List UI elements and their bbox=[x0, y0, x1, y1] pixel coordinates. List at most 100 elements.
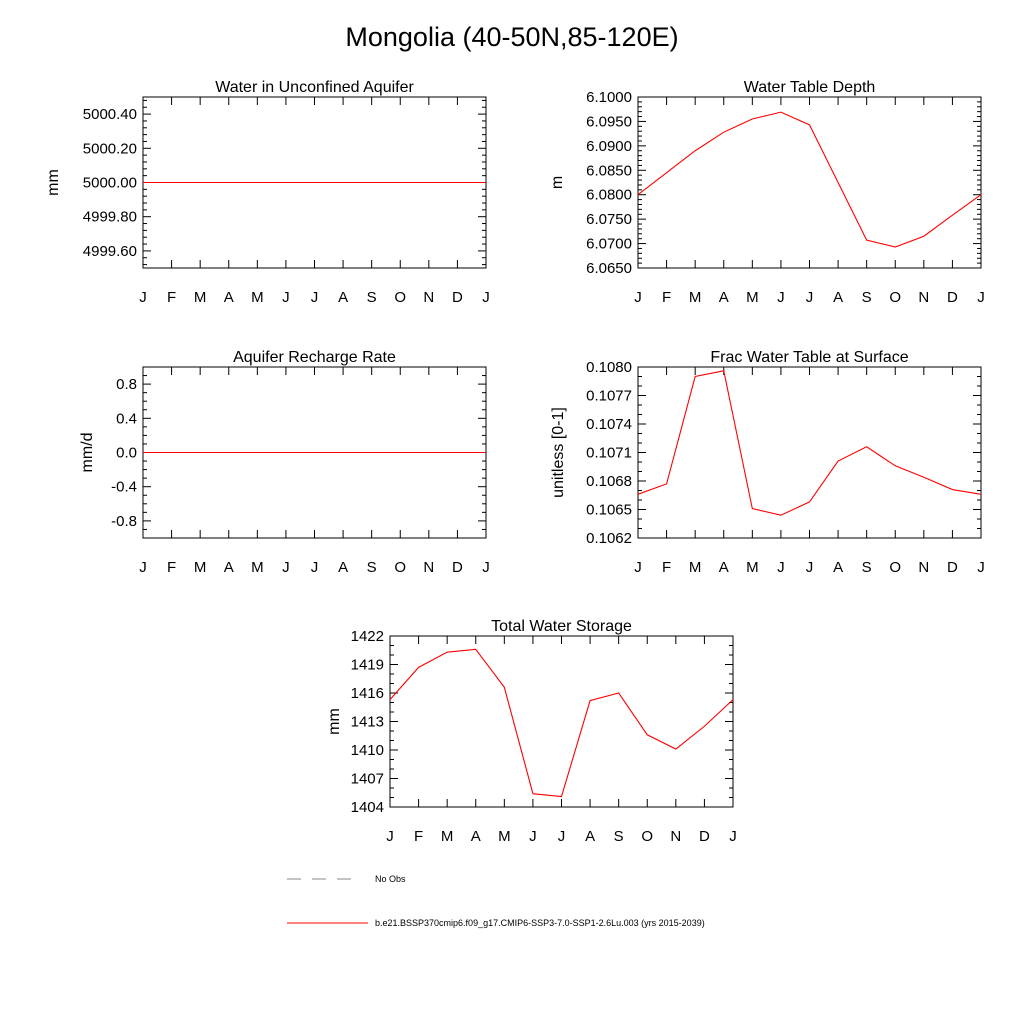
x-tick-label: J bbox=[634, 559, 642, 576]
chart-recharge-rate: Aquifer Recharge Rate mm/d -0.8 -0.4 0.0 0.4 0… bbox=[79, 349, 490, 576]
x-tick-label: J bbox=[806, 289, 814, 306]
figure-title: Mongolia (40-50N,85-120E) bbox=[345, 22, 679, 52]
x-tick-label: F bbox=[167, 559, 176, 576]
chart-aquifer-water: Water in Unconfined Aquifer mm 4999.60 4999… bbox=[45, 79, 490, 306]
chart-title: Frac Water Table at Surface bbox=[710, 349, 908, 366]
x-tick-label: M bbox=[746, 289, 759, 306]
y-tick-label: 5000.00 bbox=[83, 175, 137, 192]
x-tick-label: M bbox=[194, 289, 207, 306]
x-tick-label: D bbox=[452, 289, 463, 306]
x-tick-label: S bbox=[862, 289, 872, 306]
x-tick-label: A bbox=[833, 559, 843, 576]
x-tick-label: J bbox=[386, 828, 394, 845]
y-tick-label: 6.0650 bbox=[586, 260, 632, 277]
chart-total-water-storage: Total Water Storage mm 1404 1407 1410 1413 141… bbox=[326, 618, 737, 845]
x-tick-label: J bbox=[977, 289, 985, 306]
x-tick-label: N bbox=[423, 559, 434, 576]
x-tick-label: A bbox=[471, 828, 481, 845]
y-tick-label: 6.0950 bbox=[586, 113, 632, 130]
x-tick-label: D bbox=[452, 559, 463, 576]
x-tick-label: O bbox=[394, 289, 406, 306]
x-tick-label: A bbox=[719, 289, 729, 306]
chart-title: Aquifer Recharge Rate bbox=[233, 349, 396, 366]
x-tick-label: J bbox=[482, 559, 490, 576]
x-tick-label: J bbox=[139, 289, 147, 306]
x-tick-label: D bbox=[947, 289, 958, 306]
x-tick-label: M bbox=[251, 559, 264, 576]
y-tick-label: 0.1062 bbox=[586, 530, 632, 547]
x-tick-label: O bbox=[889, 289, 901, 306]
y-tick-label: 6.0750 bbox=[586, 211, 632, 228]
y-tick-label: 6.0850 bbox=[586, 162, 632, 179]
plot-frame bbox=[637, 96, 982, 269]
x-tick-label: J bbox=[139, 559, 147, 576]
y-tick-label: 5000.20 bbox=[83, 140, 137, 157]
x-tick-label: M bbox=[689, 289, 702, 306]
x-tick-label: N bbox=[918, 559, 929, 576]
x-tick-label: D bbox=[947, 559, 958, 576]
x-tick-label: A bbox=[719, 559, 729, 576]
x-tick-label: M bbox=[441, 828, 454, 845]
x-tick-label: N bbox=[423, 289, 434, 306]
chart-title: Total Water Storage bbox=[491, 618, 632, 635]
x-tick-label: O bbox=[889, 559, 901, 576]
x-tick-label: A bbox=[585, 828, 595, 845]
x-tick-label: S bbox=[367, 559, 377, 576]
plot-frame bbox=[637, 366, 982, 539]
y-tick-label: 0.1068 bbox=[586, 473, 632, 490]
y-axis-label: m bbox=[549, 176, 566, 189]
x-tick-label: J bbox=[282, 289, 290, 306]
x-tick-label: J bbox=[634, 289, 642, 306]
x-tick-label: M bbox=[194, 559, 207, 576]
x-tick-label: J bbox=[777, 289, 785, 306]
chart-title: Water Table Depth bbox=[744, 79, 876, 96]
x-tick-label: M bbox=[498, 828, 511, 845]
chart-water-table-depth: Water Table Depth m 6.0650 6.0700 6.0750 6.08… bbox=[549, 79, 985, 306]
x-tick-label: J bbox=[311, 289, 319, 306]
y-tick-label: 0.1071 bbox=[586, 445, 632, 462]
x-tick-label: S bbox=[862, 559, 872, 576]
x-tick-label: A bbox=[338, 559, 348, 576]
x-tick-label: F bbox=[662, 289, 671, 306]
legend-model-label: b.e21.BSSP370cmip6.f09_g17.CMIP6-SSP3-7.… bbox=[375, 918, 705, 928]
x-tick-label: O bbox=[641, 828, 653, 845]
x-tick-label: J bbox=[558, 828, 566, 845]
x-tick-label: N bbox=[918, 289, 929, 306]
y-tick-label: 1413 bbox=[351, 714, 384, 731]
chart-title: Water in Unconfined Aquifer bbox=[215, 79, 414, 96]
y-tick-label: 0.1074 bbox=[586, 416, 632, 433]
y-tick-label: 4999.60 bbox=[83, 243, 137, 260]
y-tick-label: 6.0800 bbox=[586, 187, 632, 204]
legend-obs-label: No Obs bbox=[375, 874, 406, 884]
series-line bbox=[389, 648, 734, 798]
y-axis-label: mm bbox=[45, 169, 62, 196]
x-tick-label: F bbox=[662, 559, 671, 576]
x-tick-label: A bbox=[224, 559, 234, 576]
y-tick-label: 0.0 bbox=[116, 445, 137, 462]
x-tick-label: M bbox=[689, 559, 702, 576]
x-tick-label: A bbox=[224, 289, 234, 306]
x-tick-label: A bbox=[833, 289, 843, 306]
y-tick-label: 0.1077 bbox=[586, 388, 632, 405]
x-tick-label: O bbox=[394, 559, 406, 576]
x-tick-label: F bbox=[167, 289, 176, 306]
x-tick-label: N bbox=[670, 828, 681, 845]
y-tick-label: 6.0700 bbox=[586, 236, 632, 253]
y-tick-label: -0.8 bbox=[111, 513, 137, 530]
y-tick-label: 6.0900 bbox=[586, 138, 632, 155]
y-tick-label: 1410 bbox=[351, 742, 384, 759]
plot-frame bbox=[389, 635, 734, 808]
x-tick-label: A bbox=[338, 289, 348, 306]
x-tick-label: J bbox=[777, 559, 785, 576]
y-tick-label: 0.8 bbox=[116, 376, 137, 393]
y-tick-label: 0.4 bbox=[116, 410, 137, 427]
x-tick-label: S bbox=[614, 828, 624, 845]
x-tick-label: J bbox=[977, 559, 985, 576]
series-line bbox=[637, 370, 982, 516]
chart-frac-water-table: Frac Water Table at Surface unitless [0-1… bbox=[550, 349, 985, 576]
y-tick-label: -0.4 bbox=[111, 479, 137, 496]
y-tick-label: 1404 bbox=[351, 799, 384, 816]
x-tick-label: D bbox=[699, 828, 710, 845]
y-tick-label: 1422 bbox=[351, 628, 384, 645]
